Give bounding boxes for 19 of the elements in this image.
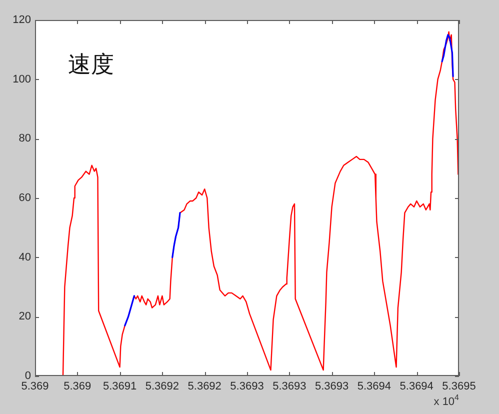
y-tick-label: 0 [24,370,31,382]
text: 速度 [68,52,114,78]
x-tick-label: 5.3692 [188,380,222,393]
y-tick-label: 40 [18,251,31,264]
x-tick-label: 5.3694 [357,380,392,393]
y-tick-label: 120 [12,14,31,26]
y-tick-label: 60 [18,192,31,204]
x-tick-label: 5.3693 [272,380,306,393]
x-tick-label: 5.369 [21,380,49,393]
x-tick-label: 5.369 [64,380,92,393]
y-tick-label: 20 [18,310,31,323]
x-tick-label: 5.3694 [400,380,434,393]
x-tick-label: 5.3693 [230,380,264,393]
x-tick-label: 5.3692 [145,380,180,393]
y-tick-label: 80 [18,132,31,145]
x-tick-label: 5.3693 [314,380,349,393]
x-tick-label: 5.3695 [442,380,476,393]
y-tick-label: 100 [12,73,31,86]
x-tick-label: 5.3691 [102,380,137,393]
